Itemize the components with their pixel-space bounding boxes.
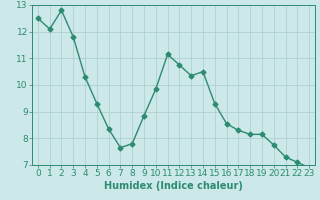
X-axis label: Humidex (Indice chaleur): Humidex (Indice chaleur) [104, 181, 243, 191]
